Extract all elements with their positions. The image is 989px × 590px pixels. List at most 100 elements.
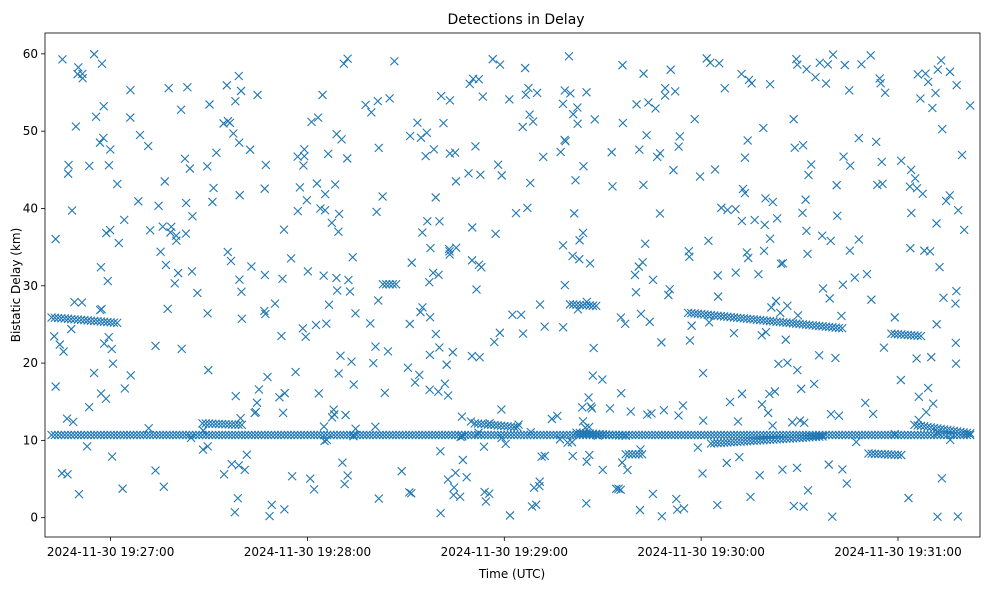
data-point [805,432,814,442]
data-point [154,201,163,211]
data-point [778,258,788,268]
data-point [932,430,942,440]
data-point [631,430,640,440]
data-point [104,160,114,170]
data-point [883,450,893,459]
data-point [640,239,650,249]
data-point [591,301,601,311]
data-point [831,430,841,440]
data-point [782,301,792,311]
data-point [299,430,309,440]
data-point [280,430,289,440]
data-point [250,408,260,418]
data-point [443,391,453,400]
data-point [657,430,667,440]
data-point [96,262,106,272]
data-point [733,417,743,426]
data-point [660,430,670,440]
data-point [390,56,399,66]
data-point [634,430,644,440]
data-point [890,313,900,322]
data-point [343,471,353,480]
data-point [778,434,788,444]
data-point [722,430,732,440]
data-point [637,449,647,459]
data-point [316,204,325,213]
data-point [114,238,124,248]
data-point [418,302,427,312]
data-point [581,499,591,508]
data-point [276,430,286,440]
data-point [309,430,319,440]
data-point [673,430,683,440]
y-axis-label: Bistatic Delay (km) [9,228,23,343]
data-point [698,469,707,478]
data-point [305,474,315,483]
data-point [572,428,581,438]
data-point [516,310,526,320]
data-point [295,183,305,192]
data-point [122,430,132,440]
data-point [318,90,327,100]
data-point [495,328,505,338]
data-point [148,430,158,440]
data-point [434,430,444,440]
data-point [405,131,415,141]
data-point [230,96,240,106]
data-point [581,300,591,310]
data-point [914,415,924,425]
data-point [575,300,585,310]
data-point [719,430,729,440]
data-point [440,379,450,389]
data-point [872,180,882,190]
data-point [278,408,288,418]
data-point [867,449,877,459]
data-point [916,430,926,440]
data-point [237,287,246,297]
data-point [449,490,458,500]
data-point [158,222,168,232]
data-point [722,438,732,447]
data-point [926,352,936,362]
data-point [388,279,398,289]
data-point [535,300,545,309]
data-point [842,479,852,488]
data-point [880,88,890,98]
data-point [555,434,565,444]
data-point [698,368,708,378]
data-point [866,295,876,305]
data-point [804,170,813,180]
data-point [890,429,900,439]
data-point [163,304,173,314]
data-point [864,430,873,440]
data-point [965,429,975,438]
data-point [135,130,145,140]
data-point [501,439,511,449]
data-point [862,269,872,279]
data-point [962,428,972,438]
data-point [914,392,924,402]
data-point [511,208,521,218]
data-point [49,331,59,341]
data-point [444,430,453,440]
data-point [725,397,735,407]
data-point [234,420,243,430]
data-point [279,225,289,234]
data-point [636,445,645,454]
data-point [573,119,582,129]
data-point [742,248,752,257]
data-point [509,430,519,440]
data-point [840,60,850,70]
data-point [792,60,802,70]
data-point [240,465,250,475]
data-point [107,452,117,461]
data-point [654,430,663,440]
data-point [319,271,329,280]
data-point [657,338,666,347]
data-point [365,430,375,440]
data-point [425,312,435,322]
data-point [473,430,483,440]
data-point [791,433,801,443]
data-point [772,430,781,440]
data-point [425,385,435,395]
